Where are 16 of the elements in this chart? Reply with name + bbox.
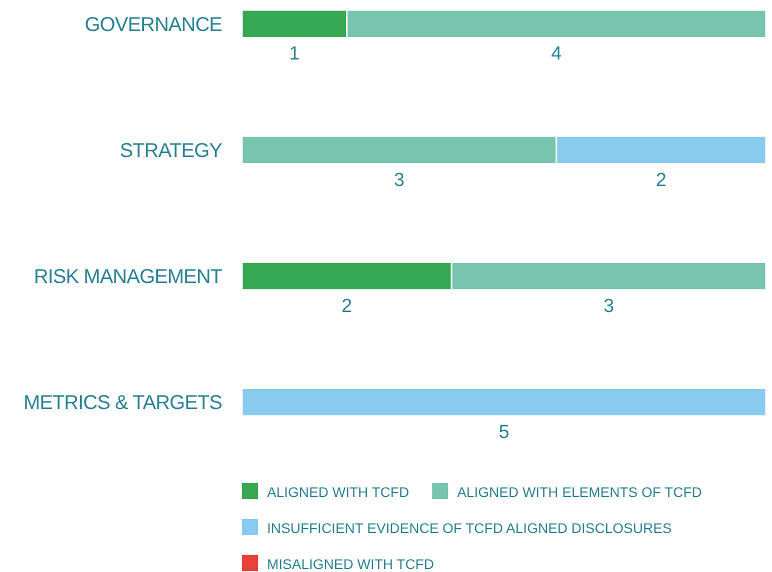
legend-label: INSUFFICIENT EVIDENCE OF TCFD ALIGNED DISCLOSURES <box>267 520 672 536</box>
y-tick-label: METRICS & TARGETS <box>23 392 222 414</box>
data-label: 4 <box>551 44 562 65</box>
bar <box>241 388 767 417</box>
legend-label: ALIGNED WITH TCFD <box>267 484 410 500</box>
data-label: 5 <box>498 422 510 443</box>
data-label: 2 <box>656 170 666 191</box>
y-tick-label: RISK MANAGEMENT <box>34 266 222 288</box>
y-tick-label: STRATEGY <box>120 140 222 162</box>
data-label: 2 <box>342 296 352 317</box>
data-label: 1 <box>289 44 300 65</box>
legend-label: ALIGNED WITH ELEMENTS OF TCFD <box>457 484 702 500</box>
data-label: 3 <box>604 296 614 317</box>
y-tick-label: GOVERNANCE <box>84 14 222 36</box>
legend-label: MISALIGNED WITH TCFD <box>267 556 434 572</box>
data-label: 3 <box>394 170 404 191</box>
